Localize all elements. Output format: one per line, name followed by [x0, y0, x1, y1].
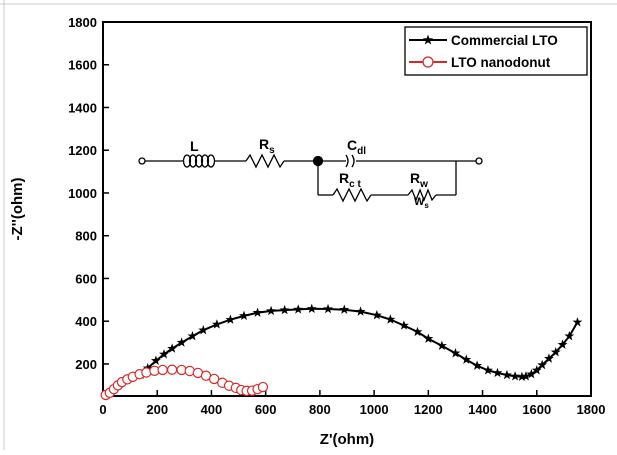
circuit-terminal-left: [138, 157, 146, 165]
equivalent-circuit-inset: [138, 153, 483, 203]
data-point-star: [461, 354, 472, 364]
data-point-star: [266, 305, 277, 316]
capacitor-icon: [345, 154, 355, 168]
data-point-star: [371, 310, 382, 320]
data-point-star: [423, 333, 434, 343]
y-tick-label: 1800: [68, 15, 97, 30]
data-point-star: [544, 353, 554, 363]
y-tick-label: 800: [75, 229, 97, 244]
data-point-star: [225, 314, 236, 324]
data-point-star: [159, 349, 169, 359]
data-point-circle: [208, 373, 220, 385]
circuit-label-L: L: [190, 138, 199, 154]
data-point-star: [450, 348, 461, 358]
data-point-star: [492, 367, 503, 378]
data-point-star: [502, 369, 512, 380]
data-point-star: [306, 303, 317, 314]
y-tick-label: 200: [75, 357, 97, 372]
y-tick-label: 1600: [68, 58, 97, 73]
data-point-star: [526, 369, 537, 379]
data-point-star: [572, 317, 583, 327]
data-point-star: [564, 330, 575, 341]
data-point-star: [355, 306, 366, 316]
x-tick-label: 200: [146, 402, 168, 417]
data-point-star: [472, 360, 483, 370]
legend-box: [404, 26, 588, 76]
x-tick-label: 1200: [414, 402, 443, 417]
series-layer: [100, 303, 583, 401]
x-tick-label: 1800: [577, 402, 606, 417]
legend-nanodonut-label: LTO nanodonut: [451, 55, 551, 70]
circuit-label-cdl: Cdl: [347, 137, 366, 157]
data-point-star: [187, 330, 198, 341]
y-tick-label: 600: [75, 271, 97, 286]
circuit-terminal-right: [475, 157, 483, 165]
circuit-label-rs: Rs: [259, 136, 275, 156]
x-axis-title: Z'(ohm): [320, 431, 374, 448]
data-point-star: [293, 304, 304, 314]
data-point-circle: [157, 364, 168, 376]
data-point-star: [279, 304, 290, 315]
plot-area-frame: [102, 21, 592, 397]
legend-commercial-star-marker: [422, 34, 434, 45]
y-tick-label: 1000: [68, 186, 97, 201]
data-point-circle: [257, 381, 269, 393]
data-point-star: [339, 304, 350, 314]
data-point-star: [398, 320, 409, 330]
legend-nanodonut-circle-marker: [422, 56, 434, 68]
resistor-rct-icon: [332, 187, 372, 203]
data-point-star: [537, 359, 548, 370]
data-point-star: [211, 319, 222, 329]
circuit-label-rw: Rw: [410, 170, 428, 190]
x-tick-label: 1600: [522, 402, 551, 417]
y-tick-label: 1200: [68, 143, 97, 158]
x-tick-label: 1400: [468, 402, 497, 417]
x-tick-label: 400: [201, 402, 223, 417]
circuit-label-rct: Rc t: [339, 170, 361, 190]
data-point-star: [198, 324, 209, 335]
x-tick-label: 600: [255, 402, 277, 417]
legend-commercial-label: Commercial LTO: [451, 33, 558, 48]
y-tick-label: 400: [75, 314, 97, 329]
data-point-circle: [166, 364, 178, 375]
data-point-star: [385, 314, 396, 324]
data-point-star: [510, 371, 521, 381]
circuit-label-ws: Ws: [414, 196, 429, 210]
legend: Commercial LTO LTO nanodonut: [404, 26, 588, 76]
circuit-labels: L Rs Cdl Rc t Rw Ws: [190, 136, 429, 210]
series-lto-nanodonut: [100, 364, 269, 401]
data-point-star: [252, 307, 263, 317]
data-point-star: [550, 346, 561, 357]
data-point-star: [412, 326, 423, 337]
inductor-icon: [182, 154, 216, 168]
x-tick-label: 0: [99, 402, 106, 417]
warburg-element-icon: [407, 188, 437, 202]
data-point-star: [531, 365, 542, 375]
data-point-star: [323, 303, 333, 314]
data-point-star: [483, 365, 493, 375]
x-tick-label: 1000: [360, 402, 389, 417]
series-line: [140, 307, 579, 378]
axes: 0 200 400 600 800 1000 1200 1400 1600 1800 200 400 6…: [68, 15, 605, 417]
data-point-star: [176, 337, 187, 347]
y-axis-title: -Z''(ohm): [9, 178, 26, 241]
data-point-star: [436, 340, 447, 350]
data-point-star: [516, 371, 527, 381]
data-point-star: [150, 355, 161, 365]
resistor-rs-icon: [245, 153, 285, 169]
data-point-star: [239, 310, 249, 321]
data-point-star: [557, 339, 568, 349]
y-tick-label: 1400: [68, 100, 97, 115]
data-point-star: [167, 343, 178, 353]
data-point-star: [520, 371, 531, 381]
series-commercial-lto: [136, 303, 583, 381]
x-tick-label: 800: [309, 402, 331, 417]
